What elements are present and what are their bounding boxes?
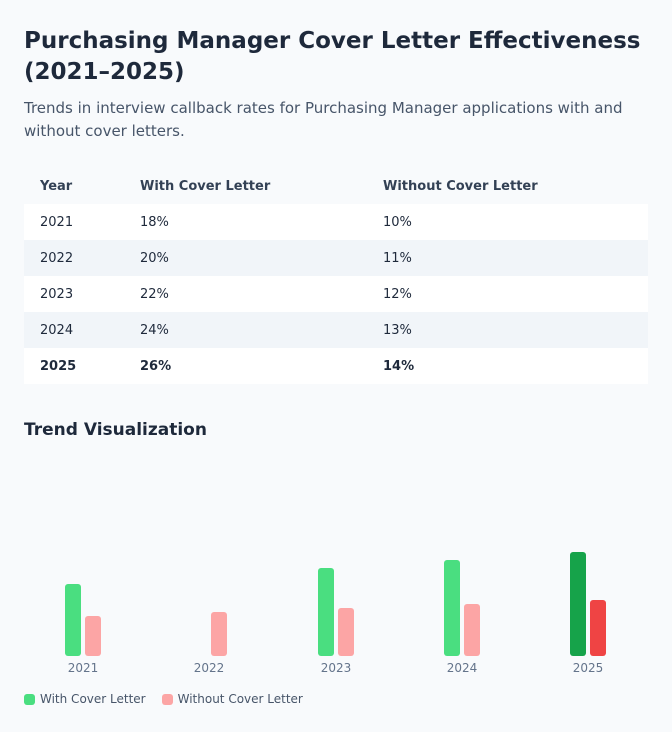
cell-year: 2023 [24,276,124,312]
bar-chart: 2021 2022 2023 2024 2025 [65,552,606,675]
bar-without-2021 [85,616,101,656]
legend-item-with: With Cover Letter [24,692,146,706]
bar-without-2025 [590,600,606,656]
legend-label-with: With Cover Letter [40,692,146,706]
cell-with: 20% [124,240,367,276]
bar-without-2023 [338,608,354,656]
table-row: 2023 22% 12% [24,276,648,312]
data-table: Year With Cover Letter Without Cover Let… [24,168,648,384]
legend-swatch-with [24,693,35,705]
legend-swatch-without [161,693,173,705]
table-row: 2022 20% 11% [24,240,648,276]
cell-year: 2025 [24,348,124,384]
bar-with-2021 [65,584,81,656]
cell-year: 2021 [24,204,124,240]
section-title: Trend Visualization [24,420,207,440]
table-row-highlight: 2025 26% 14% [24,348,648,384]
table-row: 2021 18% 10% [24,204,648,240]
bar-with-2025 [570,552,586,656]
x-tick-label: 2024 [447,661,478,675]
x-tick-label: 2025 [573,661,604,675]
cell-without: 11% [367,240,648,276]
cell-without: 10% [367,204,648,240]
bar-without-2024 [464,604,480,656]
legend: With Cover Letter Without Cover Letter [24,692,303,706]
cell-with: 26% [124,348,367,384]
x-tick-label: 2023 [321,661,352,675]
x-tick-label: 2021 [68,661,99,675]
table-row: 2024 24% 13% [24,312,648,348]
cell-year: 2024 [24,312,124,348]
cell-with: 22% [124,276,367,312]
page-title: Purchasing Manager Cover Letter Effectiv… [24,28,641,85]
cell-without: 13% [367,312,648,348]
bar-with-2023 [318,568,334,656]
cell-with: 18% [124,204,367,240]
legend-item-without: Without Cover Letter [161,692,303,706]
cell-without: 14% [367,348,648,384]
bar-with-2024 [444,560,460,656]
bar-without-2022 [211,612,227,656]
table-header-row: Year With Cover Letter Without Cover Let… [24,168,648,204]
column-header-with: With Cover Letter [124,168,367,204]
page-subtitle: Trends in interview callback rates for P… [24,99,623,140]
column-header-without: Without Cover Letter [367,168,648,204]
cell-with: 24% [124,312,367,348]
column-header-year: Year [24,168,124,204]
legend-label-without: Without Cover Letter [177,692,303,706]
cell-without: 12% [367,276,648,312]
x-tick-label: 2022 [194,661,225,675]
cell-year: 2022 [24,240,124,276]
